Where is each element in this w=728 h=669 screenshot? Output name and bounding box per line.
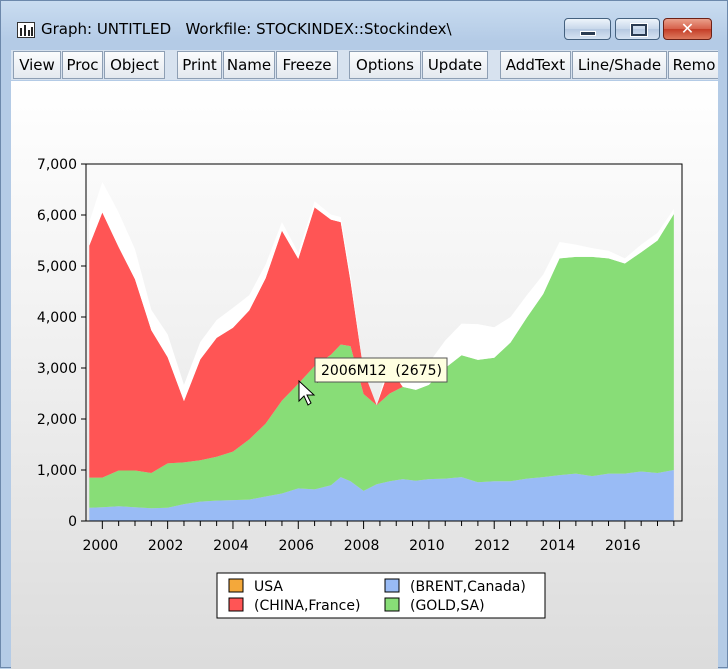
- legend-label-usa: USA: [254, 579, 283, 595]
- y-tick-label: 2,000: [37, 412, 77, 428]
- area-series-1: [89, 470, 674, 521]
- maximize-button[interactable]: [615, 18, 660, 40]
- legend-swatch-china-france: [228, 597, 244, 612]
- x-tick-label: 2006: [278, 538, 314, 554]
- freeze-button[interactable]: Freeze: [276, 51, 338, 79]
- x-tick-label: 2010: [409, 538, 445, 554]
- x-tick-label: 2004: [213, 538, 249, 554]
- x-tick-label: 2014: [540, 538, 576, 554]
- update-button[interactable]: Update: [422, 51, 488, 79]
- x-tick-label: 2016: [605, 538, 641, 554]
- legend-label-china-france: (CHINA,France): [254, 598, 360, 614]
- y-tick-label: 6,000: [37, 208, 77, 224]
- y-tick-label: 5,000: [37, 259, 77, 275]
- legend-label-gold-sa: (GOLD,SA): [410, 598, 485, 614]
- maximize-icon: [630, 23, 648, 37]
- legend-box: [216, 572, 546, 619]
- x-tick-label: 2008: [344, 538, 380, 554]
- line-shade-button[interactable]: Line/Shade: [572, 51, 667, 79]
- x-tick-label: 2000: [83, 538, 119, 554]
- chart-areas: [89, 181, 674, 521]
- tooltip-box: [314, 357, 448, 383]
- legend-swatch-brent-canada: [384, 578, 400, 593]
- addtext-button[interactable]: AddText: [500, 51, 571, 79]
- plot-frame: [85, 163, 683, 522]
- legend-swatch-gold-sa: [384, 597, 400, 612]
- print-button[interactable]: Print: [177, 51, 222, 79]
- y-tick-label: 3,000: [37, 361, 77, 377]
- remove-button[interactable]: Remo: [668, 51, 718, 79]
- x-tick-label: 2012: [474, 538, 510, 554]
- name-button[interactable]: Name: [223, 51, 275, 79]
- minimize-icon: [580, 31, 596, 36]
- legend-swatch-usa: [228, 578, 244, 593]
- window-title: Graph: UNTITLED Workfile: STOCKINDEX::St…: [41, 20, 452, 38]
- minimize-button[interactable]: [564, 18, 611, 40]
- object-button[interactable]: Object: [104, 51, 165, 79]
- toolbar: View Proc Object Print Name Freeze Optio…: [11, 50, 718, 80]
- x-tick-label: 2002: [148, 538, 184, 554]
- tooltip-text: 2006M12 (2675): [321, 363, 442, 379]
- y-tick-label: 1,000: [37, 463, 77, 479]
- legend: USA (BRENT,Canada) (CHINA,France) (GOLD,…: [216, 572, 546, 619]
- area-series-2: [89, 213, 674, 509]
- close-button[interactable]: ✕: [663, 18, 712, 40]
- chart-axes: 0 1,000 2,000 3,000 4,000 5,000 6,000 7,000 2000…: [37, 157, 675, 554]
- y-tick-label: 0: [68, 514, 77, 530]
- area-series-3: [89, 207, 674, 478]
- close-icon: ✕: [680, 19, 695, 38]
- graph-icon: [17, 22, 35, 38]
- title-bar[interactable]: Graph: UNTITLED Workfile: STOCKINDEX::St…: [1, 1, 727, 45]
- tooltip: 2006M12 (2675): [314, 357, 448, 383]
- view-button[interactable]: View: [13, 51, 61, 79]
- proc-button[interactable]: Proc: [62, 51, 103, 79]
- mouse-cursor: [298, 379, 316, 406]
- options-button[interactable]: Options: [349, 51, 421, 79]
- legend-label-brent-canada: (BRENT,Canada): [410, 579, 526, 595]
- y-tick-label: 7,000: [37, 157, 77, 173]
- y-tick-label: 4,000: [37, 310, 77, 326]
